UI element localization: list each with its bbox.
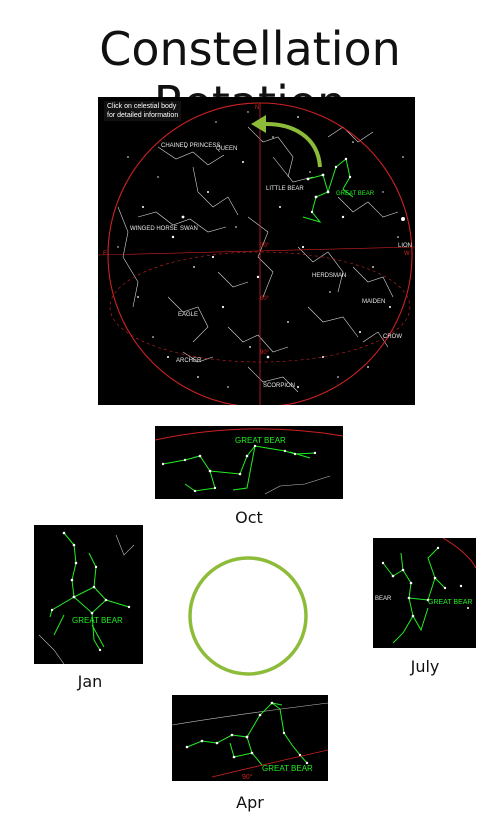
view-jan: GREAT BEAR xyxy=(34,525,143,664)
constellation-lines xyxy=(117,126,399,393)
view-july: BEAR GREAT BEAR xyxy=(373,538,476,648)
july-bear-label: BEAR xyxy=(375,596,392,602)
label-altitude-90: 90° xyxy=(260,350,270,356)
label-great-bear: GREAT BEAR xyxy=(336,191,375,197)
label-altitude-60: 60° xyxy=(260,296,270,302)
label-chained-princess: CHAINED PRINCESS xyxy=(161,143,220,149)
rotation-arrow xyxy=(262,121,322,168)
view-oct: GREAT BEAR xyxy=(155,426,343,499)
label-swan: SWAN xyxy=(180,226,198,232)
label-east: E xyxy=(103,251,107,257)
label-lion: LION xyxy=(398,243,412,249)
label-maiden: MAIDEN xyxy=(362,299,385,305)
jan-great-bear-label: GREAT BEAR xyxy=(72,616,123,625)
july-great-bear-label: GREAT BEAR xyxy=(428,599,472,606)
label-eagle: EAGLE xyxy=(178,312,198,318)
label-herdsman: HERDSMAN xyxy=(312,273,346,279)
caption-oct: Oct xyxy=(235,508,263,527)
label-archer: ARCHER xyxy=(176,358,202,364)
info-hint-line2: for detailed information xyxy=(107,112,179,119)
label-altitude-30: 30° xyxy=(260,243,270,249)
caption-apr: Apr xyxy=(236,793,264,812)
sky-chart[interactable]: CHAINED PRINCESS QUEEN LITTLE BEAR GREAT… xyxy=(98,97,415,405)
apr-great-bear-label: GREAT BEAR xyxy=(262,764,313,773)
label-little-bear: LITTLE BEAR xyxy=(266,186,304,192)
caption-jan: Jan xyxy=(77,672,103,691)
star-field xyxy=(117,111,404,388)
caption-july: July xyxy=(410,657,440,676)
apr-degree-label: 90° xyxy=(242,773,253,781)
view-apr: GREAT BEAR 90° xyxy=(172,695,328,781)
label-north: N xyxy=(255,105,259,111)
label-winged-horse: WINGED HORSE xyxy=(130,226,178,232)
rotation-circle xyxy=(188,556,308,676)
label-west: W xyxy=(404,251,410,257)
info-hint: Click on celestial body for detailed inf… xyxy=(104,101,182,121)
label-crow: CROW xyxy=(383,334,402,340)
info-hint-line1: Click on celestial body xyxy=(107,103,177,110)
label-scorpion: SCORPION xyxy=(263,383,295,389)
oct-great-bear-label: GREAT BEAR xyxy=(235,436,286,445)
label-queen: QUEEN xyxy=(216,146,237,152)
